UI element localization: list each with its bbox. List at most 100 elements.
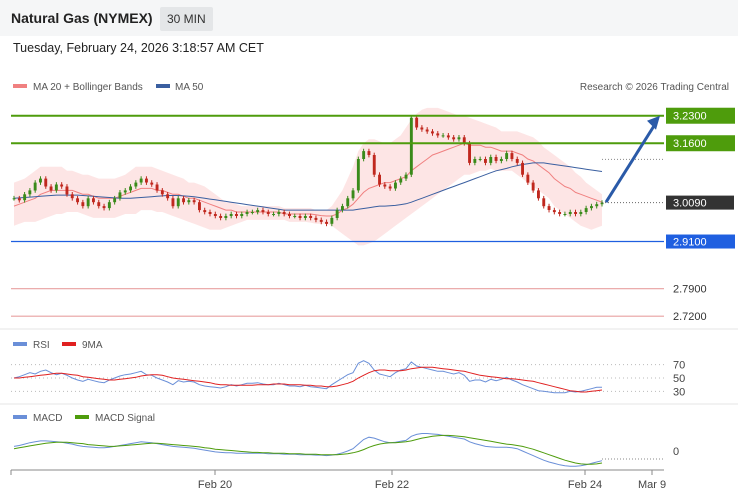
macd-line (13, 433, 603, 467)
candle (250, 212, 254, 213)
candle (97, 202, 101, 207)
support-label: 2.9100 (673, 237, 707, 249)
candle (590, 206, 593, 209)
candle (60, 184, 64, 187)
candle (494, 157, 498, 161)
price-levels: 3.2300 3.1600 3.0090 2.9100 2.7900 2.7200 (11, 107, 735, 323)
candle (462, 137, 466, 144)
candle (584, 208, 588, 212)
candle (526, 174, 530, 183)
candle (452, 137, 456, 140)
candle (542, 198, 546, 207)
candle (378, 174, 381, 185)
candle (314, 217, 318, 220)
candle (81, 202, 85, 207)
watermark: Research © 2026 Trading Central (580, 82, 729, 93)
candle (92, 198, 95, 203)
candle (145, 178, 148, 183)
candle (224, 216, 228, 218)
legend-macd-signal: MACD Signal (95, 413, 155, 424)
candle (579, 212, 583, 214)
target-label: 2.7900 (673, 284, 707, 296)
candle (76, 198, 79, 203)
candle (198, 202, 201, 211)
candle (272, 214, 275, 215)
candle (457, 137, 461, 140)
candle (139, 178, 143, 183)
candle (134, 182, 138, 187)
timestamp: Tuesday, February 24, 2026 3:18:57 AM CE… (13, 41, 264, 55)
candle (521, 162, 524, 175)
legend-swatch-macd (13, 415, 27, 419)
candle (266, 212, 270, 214)
instrument-title: Natural Gas (NYMEX) (11, 10, 153, 26)
candle (409, 117, 413, 175)
candle (341, 206, 344, 210)
candle (383, 184, 387, 187)
candle (404, 174, 408, 179)
candle (86, 198, 90, 207)
bollinger-band (14, 107, 602, 246)
x-tick-label: Feb 22 (375, 479, 409, 491)
x-axis-ticks: Feb 20 Feb 22 Feb 24 Mar 9 (10, 470, 666, 491)
candle (489, 157, 493, 163)
candle (23, 194, 27, 201)
candle (515, 159, 519, 163)
candle (28, 190, 32, 195)
candle (367, 151, 371, 155)
candle (208, 212, 212, 214)
candle (245, 212, 249, 214)
legend-swatch-ma50 (156, 84, 170, 88)
rsi-tick-label: 50 (673, 373, 685, 385)
resistance-tag (666, 135, 735, 152)
legend-swatch-macd-signal (75, 415, 89, 419)
candle (468, 143, 471, 163)
current-price-tag (666, 195, 734, 210)
candle (298, 216, 302, 218)
resistance-tag (666, 107, 735, 124)
candle (235, 214, 238, 216)
candle (425, 129, 429, 132)
candle (388, 186, 392, 189)
candle (107, 202, 111, 209)
rsi-line (13, 360, 602, 394)
candle (256, 210, 260, 213)
candle (70, 194, 74, 199)
candle (441, 135, 445, 137)
ma20-line (13, 142, 603, 217)
x-tick-label: Feb 20 (198, 479, 232, 491)
price-plot (12, 107, 604, 246)
rsi-tick-label: 30 (673, 386, 685, 398)
candle (150, 182, 154, 185)
candle (446, 135, 450, 138)
candle (372, 155, 376, 175)
candle (203, 210, 207, 213)
candle (123, 190, 127, 193)
legend-swatch-rsi (13, 342, 27, 346)
candle (362, 151, 366, 159)
candle (155, 184, 159, 191)
candle (33, 182, 37, 191)
candle (574, 212, 577, 214)
candle (510, 153, 514, 159)
candle (39, 178, 42, 183)
candle (192, 200, 196, 203)
candle (160, 190, 164, 195)
candle (399, 178, 403, 183)
candle (261, 210, 265, 213)
current-price-label: 3.0090 (673, 198, 707, 210)
timeframe-button[interactable]: 30 MIN (160, 7, 213, 31)
candle (436, 133, 440, 136)
candle (537, 190, 540, 199)
candle (325, 221, 328, 224)
candle (563, 214, 567, 215)
legend-rsi-ma: 9MA (82, 340, 103, 351)
forecast-arrowhead (647, 115, 660, 130)
candle (17, 198, 21, 201)
candle (420, 127, 424, 130)
candle (303, 216, 307, 218)
forecast-arrow (604, 121, 658, 204)
candle (595, 204, 599, 207)
candle (600, 202, 604, 205)
